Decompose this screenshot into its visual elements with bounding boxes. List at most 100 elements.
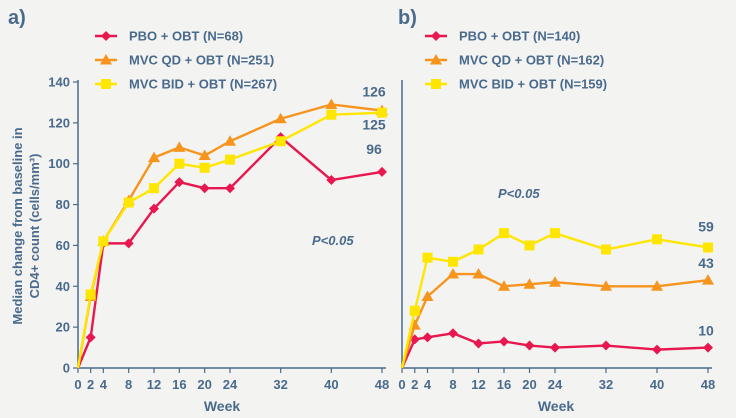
data-point-0 (377, 166, 387, 177)
data-point-0 (499, 336, 509, 347)
y-tick-label: 40 (56, 279, 70, 294)
legend-marker-0 (431, 31, 441, 41)
x-tick-label: 8 (449, 377, 456, 392)
data-point-2 (85, 289, 96, 300)
data-point-1 (447, 268, 459, 279)
data-point-1 (173, 141, 186, 152)
y-tick-label: 80 (56, 197, 70, 212)
end-label-0: 96 (366, 141, 382, 157)
data-point-1 (325, 98, 338, 109)
data-point-0 (524, 340, 535, 351)
end-label-2: 125 (362, 117, 386, 133)
x-tick-label: 0 (398, 377, 405, 392)
legend-label-2: MVC BID + OBT (N=159) (459, 77, 607, 92)
data-point-2 (199, 162, 210, 173)
x-tick-label: 16 (172, 377, 186, 392)
x-tick-label: 0 (74, 377, 81, 392)
x-tick-label: 32 (273, 377, 287, 392)
end-label-0: 10 (698, 323, 714, 339)
data-point-1 (224, 135, 236, 146)
data-point-2 (473, 244, 484, 255)
data-point-1 (472, 268, 485, 279)
panel-b-xlabel: Week (538, 398, 575, 414)
x-tick-label: 32 (599, 377, 613, 392)
data-point-0 (149, 203, 159, 214)
panel-a-annotation: P<0.05 (312, 233, 354, 248)
legend-label-0: PBO + OBT (N=68) (129, 29, 243, 44)
data-point-2 (652, 234, 662, 245)
data-point-0 (199, 183, 210, 194)
data-point-0 (174, 177, 185, 188)
data-point-1 (421, 290, 434, 301)
legend-marker-2 (431, 79, 441, 89)
x-tick-label: 16 (497, 377, 511, 392)
series-line-1 (400, 272, 709, 369)
panel-a-label: a) (8, 7, 26, 29)
y-tick-label: 60 (56, 238, 70, 253)
y-tick-label: 140 (48, 75, 70, 90)
data-point-2 (524, 240, 535, 251)
data-point-0 (703, 342, 713, 353)
legend-label-2: MVC BID + OBT (N=267) (129, 77, 277, 92)
data-point-2 (225, 154, 235, 165)
x-tick-label: 12 (471, 377, 485, 392)
y-tick-label: 0 (63, 361, 70, 376)
panel-a-ylabel-line2: CD4+ count (cells/mm³) (27, 154, 42, 299)
legend-marker-2 (101, 79, 111, 89)
x-tick-label: 2 (87, 377, 94, 392)
data-point-2 (703, 242, 713, 253)
data-point-2 (550, 228, 560, 239)
panel-b-annotation: P<0.05 (498, 186, 540, 201)
data-point-1 (600, 280, 612, 291)
panel-b-label: b) (398, 7, 417, 29)
data-point-0 (225, 183, 235, 194)
data-point-0 (652, 344, 662, 355)
y-tick-label: 20 (56, 320, 70, 335)
data-point-0 (326, 175, 337, 186)
data-point-0 (601, 340, 611, 351)
y-tick-label: 100 (48, 156, 70, 171)
data-point-2 (499, 228, 509, 239)
x-tick-label: 12 (147, 377, 161, 392)
x-tick-label: 48 (701, 377, 715, 392)
legend-label-1: MVC QD + OBT (N=251) (129, 53, 274, 68)
data-point-2 (275, 136, 286, 147)
end-label-1: 43 (698, 255, 714, 271)
y-tick-label: 120 (48, 115, 70, 130)
data-point-2 (174, 158, 185, 169)
data-point-1 (549, 276, 561, 287)
x-tick-label: 20 (522, 377, 536, 392)
data-point-2 (98, 236, 109, 247)
data-point-0 (550, 342, 560, 353)
legend-marker-1 (430, 54, 442, 65)
x-tick-label: 20 (197, 377, 211, 392)
panel-a-xlabel: Week (204, 398, 241, 414)
x-tick-label: 48 (375, 377, 389, 392)
data-point-2 (377, 107, 387, 118)
data-point-2 (326, 109, 337, 120)
data-point-0 (473, 338, 484, 349)
data-point-0 (85, 332, 96, 343)
data-point-1 (651, 280, 663, 291)
data-point-0 (123, 238, 134, 249)
x-tick-label: 24 (223, 377, 238, 392)
data-point-0 (448, 328, 458, 339)
legend-marker-1 (100, 54, 112, 65)
panel-a-ylabel-line1: Median change from baseline in (10, 127, 25, 324)
legend-marker-0 (101, 31, 111, 41)
data-point-1 (498, 280, 510, 291)
end-label-2: 59 (698, 218, 714, 234)
x-tick-label: 40 (324, 377, 338, 392)
data-point-2 (409, 305, 420, 316)
legend-label-1: MVC QD + OBT (N=162) (459, 53, 604, 68)
series-line-0 (76, 135, 383, 369)
x-tick-label: 40 (650, 377, 664, 392)
data-point-1 (274, 112, 287, 124)
x-tick-label: 24 (548, 377, 563, 392)
x-tick-label: 2 (411, 377, 418, 392)
data-point-1 (198, 149, 211, 161)
x-tick-label: 4 (424, 377, 432, 392)
